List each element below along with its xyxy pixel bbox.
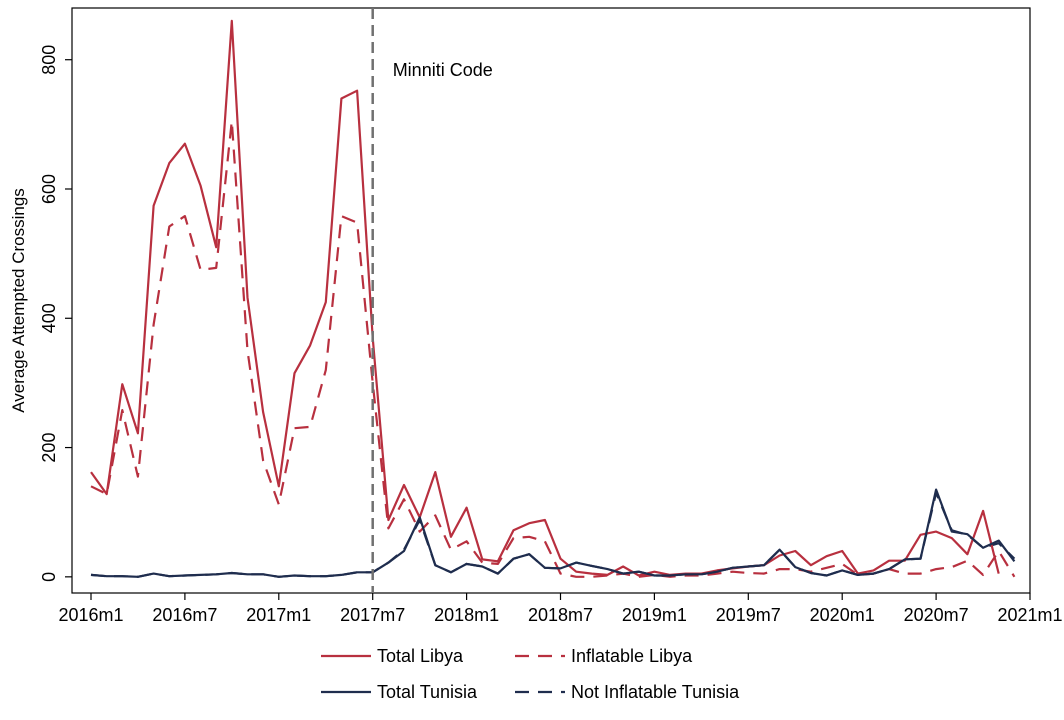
x-tick-label: 2020m1 bbox=[810, 605, 875, 625]
x-tick-label: 2021m1 bbox=[997, 605, 1062, 625]
axes: 0 200 400 600 800 2016m1 2016m7 2017m1 2017m7 201… bbox=[39, 45, 1063, 625]
y-tick-label: 800 bbox=[39, 45, 59, 75]
legend-label: Not Inflatable Tunisia bbox=[571, 682, 740, 702]
plot-frame bbox=[71, 7, 1031, 594]
y-tick-label: 200 bbox=[39, 433, 59, 463]
x-tick-label: 2019m1 bbox=[622, 605, 687, 625]
x-tick-label: 2019m7 bbox=[716, 605, 781, 625]
legend-label: Total Tunisia bbox=[377, 682, 478, 702]
x-tick-label: 2017m1 bbox=[246, 605, 311, 625]
x-tick-label: 2020m7 bbox=[904, 605, 969, 625]
legend: Total Libya Inflatable Libya Total Tunisia… bbox=[321, 646, 740, 702]
legend-label: Total Libya bbox=[377, 646, 464, 666]
series-line-total-tunisia bbox=[90, 488, 1016, 578]
series-line-inflatable-libya bbox=[90, 119, 1016, 578]
x-tick-label: 2018m7 bbox=[528, 605, 593, 625]
x-tick-label: 2016m1 bbox=[58, 605, 123, 625]
x-tick-label: 2017m7 bbox=[340, 605, 405, 625]
y-tick-label: 0 bbox=[39, 572, 59, 582]
y-axis-title: Average Attempted Crossings bbox=[9, 188, 28, 413]
x-tick-label: 2016m7 bbox=[152, 605, 217, 625]
series-line-total-libya bbox=[90, 19, 1000, 577]
y-tick-label: 400 bbox=[39, 303, 59, 333]
annotation: Minniti Code bbox=[371, 8, 493, 593]
series-lines bbox=[90, 19, 1016, 578]
series-line-not-inflatable-tunisia bbox=[90, 491, 1016, 578]
plot-area bbox=[71, 7, 1031, 594]
x-tick-label: 2018m1 bbox=[434, 605, 499, 625]
y-tick-label: 600 bbox=[39, 174, 59, 204]
minniti-code-label: Minniti Code bbox=[393, 60, 493, 80]
legend-label: Inflatable Libya bbox=[571, 646, 693, 666]
